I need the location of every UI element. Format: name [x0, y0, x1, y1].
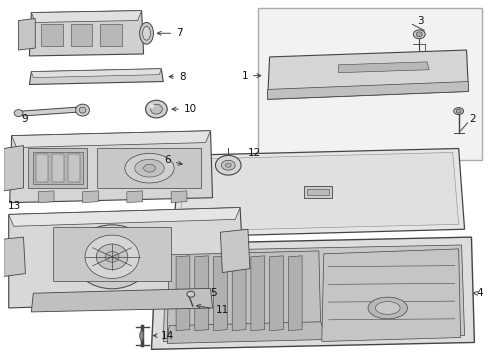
Ellipse shape — [368, 297, 408, 319]
Ellipse shape — [143, 26, 150, 40]
Text: 13: 13 — [8, 201, 21, 211]
Bar — [52, 154, 64, 182]
Ellipse shape — [456, 109, 461, 113]
Text: 1: 1 — [242, 71, 261, 81]
Polygon shape — [339, 62, 429, 73]
Bar — [307, 189, 329, 195]
Ellipse shape — [140, 22, 153, 44]
Ellipse shape — [14, 109, 23, 117]
Polygon shape — [251, 256, 265, 330]
Polygon shape — [12, 131, 211, 148]
Bar — [98, 148, 201, 188]
Polygon shape — [167, 322, 327, 343]
Polygon shape — [179, 152, 459, 231]
Polygon shape — [220, 229, 250, 273]
Ellipse shape — [125, 153, 174, 183]
Ellipse shape — [375, 302, 400, 314]
Ellipse shape — [225, 163, 231, 167]
Polygon shape — [9, 208, 240, 226]
Polygon shape — [322, 249, 461, 342]
Ellipse shape — [150, 104, 162, 114]
Polygon shape — [29, 69, 163, 85]
Text: 9: 9 — [22, 114, 28, 124]
Bar — [28, 148, 88, 188]
Polygon shape — [4, 237, 25, 276]
Ellipse shape — [148, 104, 154, 109]
Ellipse shape — [216, 156, 241, 175]
Polygon shape — [270, 256, 283, 330]
Polygon shape — [38, 191, 54, 203]
Polygon shape — [195, 256, 209, 330]
Bar — [68, 154, 79, 182]
Bar — [36, 154, 48, 182]
Ellipse shape — [454, 108, 464, 114]
Text: 5: 5 — [211, 288, 217, 298]
Text: 14: 14 — [153, 330, 174, 341]
Polygon shape — [151, 237, 474, 349]
Ellipse shape — [85, 235, 139, 278]
Ellipse shape — [221, 160, 235, 170]
Bar — [71, 24, 93, 46]
Ellipse shape — [146, 100, 167, 118]
Ellipse shape — [416, 32, 422, 37]
Polygon shape — [268, 50, 468, 99]
Text: 7: 7 — [157, 28, 183, 38]
Text: 10: 10 — [172, 104, 197, 114]
Ellipse shape — [144, 164, 155, 172]
Ellipse shape — [140, 330, 144, 341]
Bar — [100, 24, 122, 46]
Bar — [53, 227, 171, 282]
Bar — [41, 24, 63, 46]
Ellipse shape — [75, 104, 90, 116]
Ellipse shape — [135, 159, 164, 177]
Polygon shape — [31, 288, 213, 312]
Ellipse shape — [73, 225, 151, 289]
Polygon shape — [173, 148, 465, 237]
Polygon shape — [9, 208, 245, 308]
Polygon shape — [4, 145, 24, 191]
Polygon shape — [19, 18, 35, 50]
Text: 3: 3 — [417, 15, 424, 26]
Bar — [304, 186, 332, 198]
Polygon shape — [29, 11, 144, 56]
Bar — [33, 152, 82, 184]
Ellipse shape — [79, 107, 86, 113]
Text: 12: 12 — [248, 148, 261, 158]
Polygon shape — [82, 191, 98, 203]
Polygon shape — [214, 256, 227, 330]
Text: 11: 11 — [196, 305, 229, 315]
Ellipse shape — [187, 291, 195, 297]
Polygon shape — [268, 82, 468, 99]
Polygon shape — [127, 191, 143, 203]
Polygon shape — [31, 69, 161, 78]
Ellipse shape — [105, 251, 119, 262]
Ellipse shape — [97, 244, 128, 270]
Text: 2: 2 — [469, 114, 476, 124]
Bar — [258, 8, 482, 160]
Text: 8: 8 — [169, 72, 186, 82]
Text: 6: 6 — [164, 155, 182, 165]
Text: 4: 4 — [473, 288, 483, 298]
Polygon shape — [22, 107, 78, 116]
Polygon shape — [163, 245, 465, 342]
Polygon shape — [176, 256, 190, 330]
Ellipse shape — [414, 30, 425, 39]
Polygon shape — [10, 131, 213, 203]
Polygon shape — [171, 191, 187, 203]
Polygon shape — [167, 251, 321, 338]
Polygon shape — [288, 256, 302, 330]
Polygon shape — [31, 11, 142, 22]
Polygon shape — [232, 256, 246, 330]
